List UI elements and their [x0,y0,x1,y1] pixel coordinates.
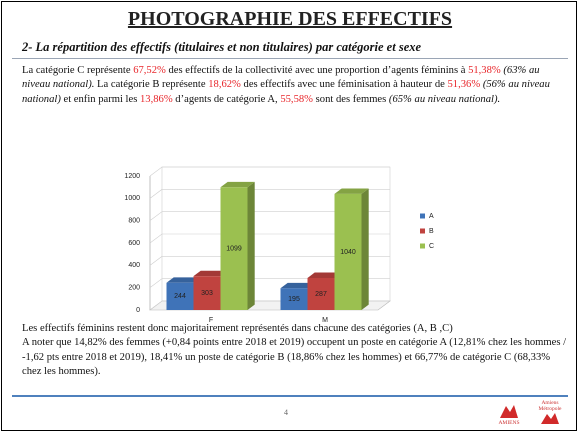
data-label: 287 [315,291,327,298]
y-tick-label: 1000 [124,195,140,202]
data-label: 195 [288,296,300,303]
legend-swatch [420,243,425,249]
page-number: 4 [284,408,288,417]
text-run: 18,62% [208,79,241,91]
logo-text: AMIENS [498,420,520,426]
bar-top [280,282,315,289]
logo-icon [541,413,559,424]
bar-top [193,270,228,277]
grid-line [149,256,390,266]
grid-line [149,233,390,244]
text-line: A noter que 14,82% des femmes (+0,84 poi… [22,337,567,377]
y-tick-label: 1200 [124,173,140,180]
text-run: 13,86% [139,93,173,105]
x-tick-label: F [209,317,213,324]
intro-paragraph: La catégorie C représente 67,52% des eff… [22,64,562,107]
divider [12,58,568,59]
bar [166,282,194,310]
y-tick-label: 400 [128,262,140,269]
text-run: et enfin parmi les [60,93,140,105]
logo-icon [500,405,518,418]
data-label: 1099 [226,245,242,252]
legend-label: B [429,228,434,235]
bar [280,288,308,310]
bar [334,193,362,310]
text-run: des effectifs de la collectivité avec un… [165,65,469,76]
text-run: sont des femmes [313,93,389,105]
text-line: Les effectifs féminins restent donc majo… [22,323,453,334]
logo: Amiens Métropole [533,400,567,426]
data-label: 1040 [340,249,356,256]
bar [220,187,248,310]
logo-text: Amiens Métropole [538,400,562,412]
data-label: 303 [201,290,213,297]
bar-top [334,188,369,194]
text-run: 51,36% [447,79,481,91]
data-label: 244 [174,293,186,300]
legend-swatch [420,228,425,234]
text-run: 55,58% [280,93,313,105]
divider [12,395,568,397]
bar-side [361,188,369,310]
y-tick-label: 600 [128,240,140,247]
grid-line [149,166,390,177]
y-tick-label: 800 [128,218,140,225]
legend-label: A [429,213,434,220]
text-run: La catégorie C représente [22,65,134,76]
bar-side [247,181,255,310]
slide-subtitle: 2- La répartition des effectifs (titulai… [22,40,422,54]
text-run: (56% au niveau national) [22,79,550,105]
text-run: (65% au niveau national). [388,93,501,105]
conclusion-paragraph: Les effectifs féminins restent donc majo… [22,322,567,379]
text-run: 51,38% [468,65,501,76]
text-run: La catégorie B représente [94,79,209,91]
text-run: des effectifs avec une féminisation à ha… [240,79,448,91]
text-run: d’agents de catégorie A, [172,93,281,105]
text-run: 67,52% [133,65,166,76]
x-tick-label: M [322,317,328,324]
bar [307,277,335,310]
bar-top [166,277,201,283]
y-tick-label: 0 [136,307,140,314]
bar-top [220,181,255,188]
legend-swatch [420,213,425,219]
legend-label: C [429,243,434,250]
y-tick-label: 200 [128,285,140,292]
grid-line [149,189,390,199]
bar-top [307,272,342,278]
grid-line [149,211,390,221]
bar [193,276,221,310]
text-run: (63% au niveau national). [22,65,540,91]
slide-title: PHOTOGRAPHIE DES EFFECTIFS [127,8,453,30]
logo: AMIENS [494,404,524,426]
